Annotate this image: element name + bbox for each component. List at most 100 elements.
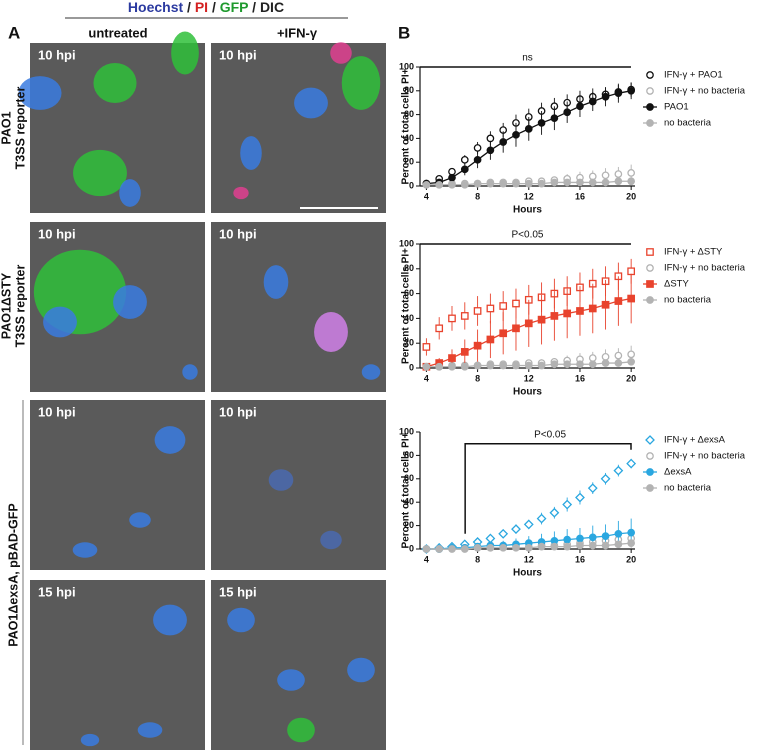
legend-marker — [646, 103, 654, 111]
data-point — [576, 541, 584, 550]
y-tick-label: 80 — [404, 85, 414, 95]
data-point — [435, 324, 444, 333]
x-tick-label: 8 — [475, 554, 480, 564]
stain-name: / — [248, 0, 260, 15]
y-axis-label: Percent of total cells PI+ — [401, 248, 412, 364]
data-point — [550, 312, 559, 320]
legend-label: ΔSTY — [664, 279, 689, 290]
significance-label: ns — [522, 53, 533, 64]
data-point — [537, 361, 546, 370]
data-point — [576, 178, 584, 187]
cell-stain — [341, 56, 381, 110]
legend-label: no bacteria — [664, 483, 712, 494]
image-time-label: 10 hpi — [219, 226, 257, 241]
panel-label: B — [398, 23, 410, 42]
data-point — [460, 545, 469, 553]
data-point — [460, 180, 469, 189]
data-point — [486, 361, 495, 370]
y-tick-label: 0 — [409, 180, 414, 190]
data-point — [422, 343, 431, 351]
column-label: +IFN-γ — [277, 25, 318, 40]
data-point — [614, 89, 623, 98]
y-tick-label: 40 — [404, 497, 414, 507]
data-point — [627, 357, 636, 366]
cell-stain — [314, 312, 348, 352]
data-point — [460, 155, 469, 164]
y-tick-label: 80 — [404, 263, 414, 273]
data-point — [627, 539, 636, 548]
legend-label: PAO1 — [664, 102, 689, 113]
microscopy-image — [211, 222, 386, 392]
data-point — [473, 179, 482, 188]
cell-stain — [287, 717, 315, 743]
cell-stain — [330, 42, 352, 64]
data-point — [435, 545, 444, 553]
data-point — [499, 138, 508, 146]
data-point — [537, 542, 546, 551]
cell-stain — [72, 542, 98, 558]
legend-label: no bacteria — [664, 295, 712, 306]
y-tick-label: 100 — [399, 238, 414, 248]
data-point — [588, 178, 597, 187]
stain-name: GFP — [220, 0, 249, 15]
data-point — [499, 329, 508, 338]
legend-label: ΔexsA — [664, 467, 692, 478]
x-tick-label: 20 — [626, 373, 636, 383]
cell-stain — [154, 426, 186, 454]
cell-stain — [227, 607, 255, 633]
data-point — [588, 97, 597, 106]
data-point — [448, 314, 456, 323]
y-tick-label: 0 — [409, 543, 414, 553]
legend-marker — [646, 87, 654, 95]
y-tick-label: 100 — [399, 61, 414, 71]
data-point — [614, 297, 623, 305]
data-point — [588, 360, 597, 369]
data-point — [422, 545, 431, 553]
stain-name: Hoechst — [128, 0, 184, 15]
data-point — [627, 169, 636, 177]
data-point — [448, 362, 456, 371]
y-tick-label: 20 — [404, 520, 414, 530]
cell-stain — [153, 604, 187, 636]
y-axis-label: Percent of total cells PI+ — [401, 68, 412, 184]
image-time-label: 10 hpi — [219, 404, 257, 419]
legend-marker — [646, 264, 654, 272]
legend-marker — [646, 484, 654, 492]
stain-name: PI — [195, 0, 208, 15]
stain-name: DIC — [260, 0, 284, 15]
cell-stain — [263, 265, 289, 299]
data-point — [524, 179, 533, 188]
cell-stain — [294, 87, 328, 119]
data-point — [486, 543, 495, 552]
data-point — [614, 359, 623, 367]
legend-marker — [646, 452, 654, 460]
x-tick-label: 4 — [424, 554, 429, 564]
cell-stain — [113, 285, 147, 319]
y-tick-label: 40 — [404, 313, 414, 323]
legend-label: IFN-γ + no bacteria — [664, 451, 746, 462]
data-point — [575, 492, 585, 503]
y-tick-label: 60 — [404, 473, 414, 483]
image-time-label: 15 hpi — [219, 584, 257, 599]
data-point — [601, 300, 610, 309]
x-axis-label: Hours — [513, 568, 542, 579]
data-point — [473, 155, 482, 164]
x-tick-label: 12 — [524, 373, 534, 383]
x-tick-label: 20 — [626, 554, 636, 564]
data-point — [435, 362, 444, 371]
data-point — [627, 350, 636, 359]
legend-marker — [646, 468, 654, 476]
data-point — [576, 307, 584, 315]
legend-label: IFN-γ + no bacteria — [664, 86, 746, 97]
data-point — [460, 312, 469, 320]
x-tick-label: 12 — [524, 191, 534, 201]
row-label: PAO1ΔSTY — [0, 272, 13, 339]
cell-stain — [137, 722, 163, 738]
image-time-label: 10 hpi — [38, 47, 76, 62]
data-point — [576, 360, 584, 369]
data-point — [588, 304, 597, 313]
x-tick-label: 8 — [475, 191, 480, 201]
data-point — [524, 543, 533, 552]
data-point — [601, 171, 610, 180]
